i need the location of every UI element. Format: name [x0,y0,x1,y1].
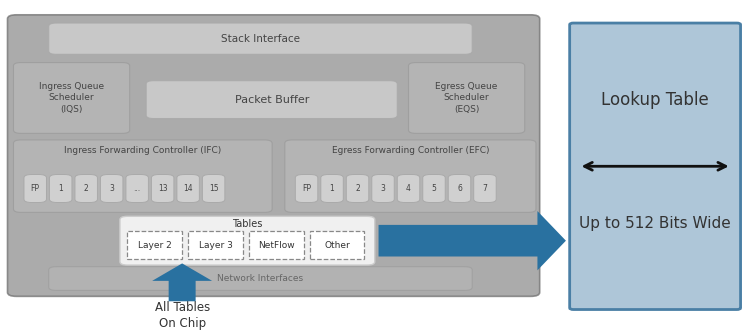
FancyBboxPatch shape [49,23,472,54]
Text: 3: 3 [109,184,114,193]
Text: 1: 1 [59,184,63,193]
Text: All Tables
On Chip: All Tables On Chip [154,301,210,330]
FancyBboxPatch shape [49,267,472,290]
Text: Egress Forwarding Controller (EFC): Egress Forwarding Controller (EFC) [332,146,489,155]
Text: Layer 2: Layer 2 [138,241,171,250]
FancyBboxPatch shape [24,174,47,202]
FancyBboxPatch shape [310,231,364,259]
Text: 6: 6 [457,184,462,193]
FancyBboxPatch shape [321,174,344,202]
FancyBboxPatch shape [570,23,741,309]
FancyBboxPatch shape [151,174,174,202]
Text: 5: 5 [432,184,436,193]
FancyBboxPatch shape [101,174,123,202]
FancyBboxPatch shape [346,174,368,202]
Polygon shape [152,263,212,301]
FancyBboxPatch shape [249,231,304,259]
Text: 2: 2 [83,184,89,193]
Text: 13: 13 [158,184,168,193]
FancyBboxPatch shape [14,63,129,133]
FancyBboxPatch shape [177,174,199,202]
FancyBboxPatch shape [146,81,397,119]
FancyBboxPatch shape [408,63,525,133]
FancyBboxPatch shape [202,174,225,202]
Text: Up to 512 Bits Wide: Up to 512 Bits Wide [579,216,731,231]
FancyBboxPatch shape [127,231,182,259]
Text: 15: 15 [209,184,218,193]
FancyBboxPatch shape [188,231,243,259]
FancyBboxPatch shape [14,140,272,212]
Text: 4: 4 [406,184,411,193]
Text: FP: FP [302,184,311,193]
FancyBboxPatch shape [397,174,420,202]
FancyBboxPatch shape [8,15,540,296]
FancyBboxPatch shape [285,140,536,212]
FancyBboxPatch shape [296,174,318,202]
FancyBboxPatch shape [50,174,72,202]
FancyBboxPatch shape [371,174,394,202]
FancyBboxPatch shape [75,174,98,202]
Text: FP: FP [31,184,40,193]
Text: Network Interfaces: Network Interfaces [217,274,304,283]
Text: 1: 1 [329,184,335,193]
Text: ...: ... [134,184,141,193]
FancyBboxPatch shape [448,174,471,202]
Text: NetFlow: NetFlow [258,241,295,250]
Text: Ingress Queue
Scheduler
(IQS): Ingress Queue Scheduler (IQS) [39,82,104,114]
Text: Stack Interface: Stack Interface [221,34,300,44]
Text: 2: 2 [355,184,360,193]
Polygon shape [378,211,566,270]
Text: 14: 14 [183,184,193,193]
FancyBboxPatch shape [474,174,496,202]
Text: Layer 3: Layer 3 [199,241,232,250]
Text: Other: Other [324,241,350,250]
Text: Ingress Forwarding Controller (IFC): Ingress Forwarding Controller (IFC) [64,146,221,155]
Text: 3: 3 [381,184,386,193]
Text: Lookup Table: Lookup Table [602,91,709,110]
Text: Tables: Tables [232,218,262,228]
Text: Packet Buffer: Packet Buffer [235,95,309,105]
FancyBboxPatch shape [120,216,374,265]
FancyBboxPatch shape [423,174,445,202]
Text: Egress Queue
Scheduler
(EQS): Egress Queue Scheduler (EQS) [435,82,498,114]
Text: 7: 7 [483,184,487,193]
FancyBboxPatch shape [126,174,148,202]
